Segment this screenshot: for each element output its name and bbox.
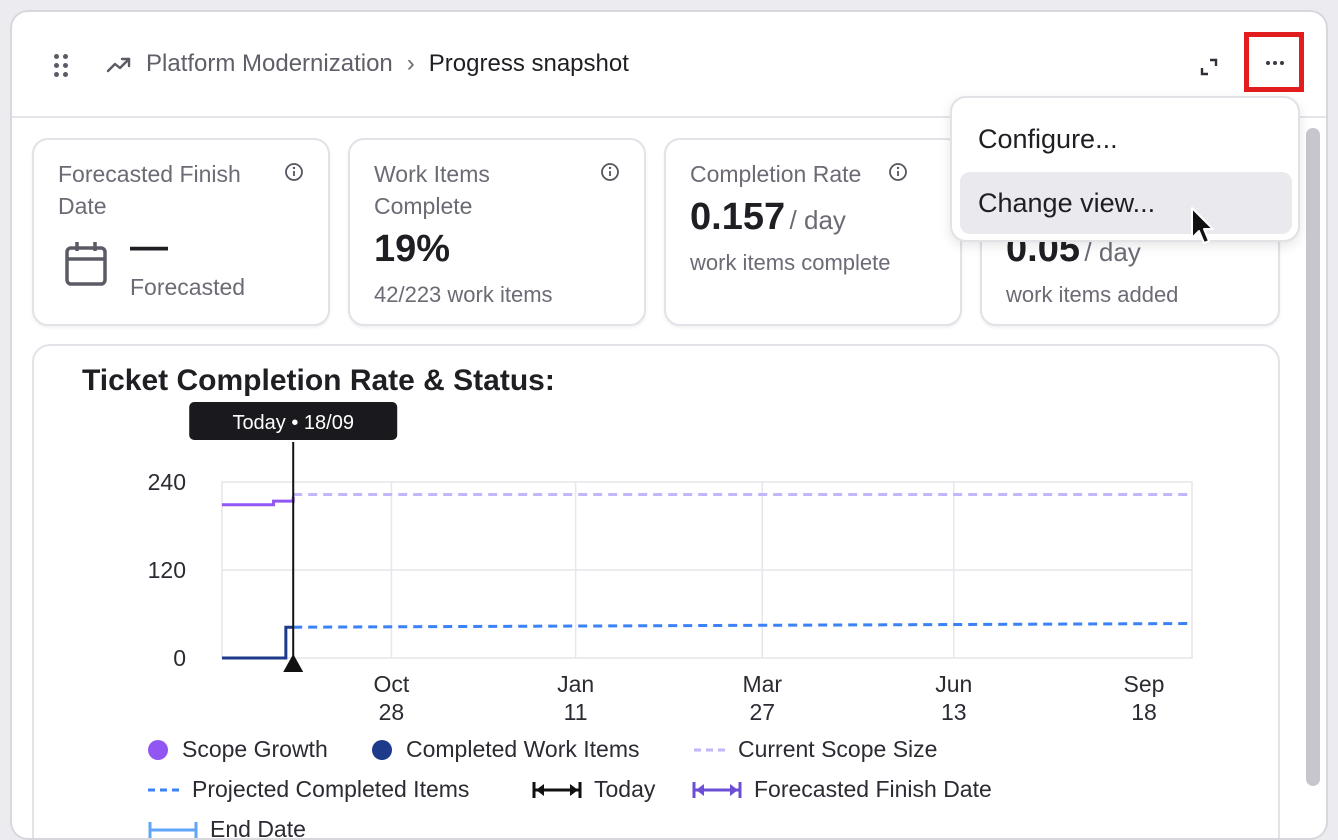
card-label: Completion Rate (690, 161, 862, 187)
legend-label: Forecasted Finish Date (754, 776, 992, 802)
y-tick-label: 0 (173, 645, 186, 671)
info-icon[interactable] (888, 162, 908, 182)
trend-icon (106, 57, 131, 73)
today-tooltip-box (189, 402, 398, 440)
series-line-projected-completed-items (293, 622, 1193, 629)
legend-label: Projected Completed Items (192, 776, 470, 802)
drag-handle-icon[interactable] (52, 54, 72, 80)
card-label: Forecasted Finish Date (58, 161, 241, 219)
today-tooltip: Today • 18/09 (189, 402, 398, 440)
forecast-finish-card: Forecasted Finish Date — Forecasted (32, 138, 330, 326)
legend-dash-icon (694, 748, 728, 751)
completion-rate-sub: work items complete (690, 250, 891, 275)
scope-rate-unit: / day (1084, 237, 1141, 267)
work-items-value: 19% (374, 228, 451, 270)
legend-bracket-icon (692, 781, 742, 798)
options-menu: Configure... Change view... (950, 96, 1300, 242)
legend-completed[interactable]: Completed Work Items (372, 736, 639, 763)
x-tick-label: Sep (1124, 671, 1165, 697)
legend-bracket-icon (148, 821, 198, 838)
legend-label: Current Scope Size (738, 736, 938, 762)
chart-card: Ticket Completion Rate & Status: 240 120 0… (32, 344, 1280, 840)
chart-title: Ticket Completion Rate & Status: (82, 364, 555, 397)
x-tick-label: 18 (1131, 699, 1157, 725)
breadcrumb-current: Progress snapshot (428, 50, 629, 77)
x-tick-label: 27 (749, 699, 775, 725)
x-tick-label: 11 (564, 699, 588, 725)
scrollbar[interactable] (1304, 122, 1322, 822)
legend-label: Completed Work Items (406, 736, 640, 762)
work-items-sub: 42/223 work items (374, 282, 553, 307)
breadcrumb-parent[interactable]: Platform Modernization (146, 50, 393, 77)
x-tick-label: Jun (935, 671, 972, 697)
menu-item-configure[interactable]: Configure... (978, 124, 1118, 154)
legend-label: Today (594, 776, 656, 802)
widget-header: Platform Modernization › Progress snapshot (12, 12, 1326, 118)
work-items-card: Work Items Complete 19% 42/223 work item… (348, 138, 646, 326)
x-tick-label: Mar (742, 671, 782, 697)
finish-date-sub: Forecasted (130, 274, 246, 300)
finish-date-value: — (130, 226, 168, 268)
mouse-cursor-icon (1191, 207, 1214, 244)
expand-icon[interactable] (1198, 56, 1220, 78)
completion-rate-card: Completion Rate 0.157 / day work items c… (664, 138, 962, 326)
card-label: Work Items Complete (374, 161, 490, 219)
today-marker (283, 654, 304, 672)
series-line-scope-growth (222, 496, 295, 507)
legend-bracket-icon (532, 781, 582, 798)
more-options-button[interactable] (1244, 32, 1304, 92)
completion-rate-unit: / day (789, 205, 846, 235)
legend-end-date[interactable]: End Date (148, 816, 306, 840)
legend-label: Scope Growth (182, 736, 328, 762)
y-tick-label: 120 (148, 557, 186, 583)
x-tick-label: 28 (379, 699, 405, 725)
calendar-icon (65, 242, 107, 286)
y-tick-label: 240 (148, 469, 186, 495)
legend-dash-icon (148, 788, 182, 791)
legend-current-scope[interactable]: Current Scope Size (694, 736, 937, 763)
today-tooltip-label: Today • 18/09 (232, 412, 354, 434)
legend-scope-growth[interactable]: Scope Growth (148, 736, 328, 763)
legend-label: End Date (210, 816, 306, 840)
legend-forecast-finish[interactable]: Forecasted Finish Date (692, 776, 992, 803)
legend-dot-icon (372, 739, 392, 760)
scope-rate-sub: work items added (1006, 282, 1179, 307)
info-icon[interactable] (284, 162, 304, 182)
breadcrumb-separator: › (406, 50, 415, 77)
menu-item-change-view[interactable]: Change view... (960, 172, 1292, 234)
x-tick-label: 13 (941, 699, 967, 725)
series-line-completed-work-items (222, 625, 294, 660)
legend-projected[interactable]: Projected Completed Items (148, 776, 469, 803)
legend-dot-icon (148, 739, 168, 760)
scrollbar-thumb[interactable] (1306, 128, 1320, 786)
breadcrumb: Platform Modernization › Progress snapshot (146, 50, 629, 78)
x-tick-label: Jan (557, 671, 594, 697)
x-tick-label: Oct (374, 671, 410, 697)
completion-rate-value: 0.157 (690, 196, 786, 238)
legend-today[interactable]: Today (532, 776, 655, 803)
info-icon[interactable] (600, 162, 620, 182)
